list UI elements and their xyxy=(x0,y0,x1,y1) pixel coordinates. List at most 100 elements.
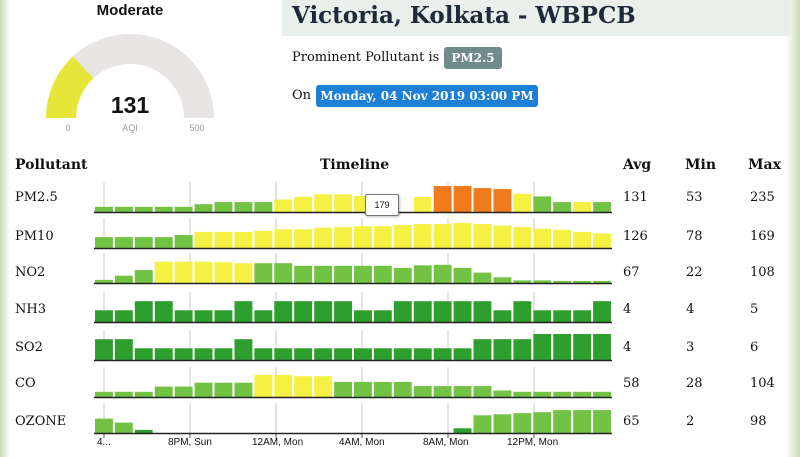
timeline-bar[interactable] xyxy=(533,334,552,360)
timeline-bar[interactable] xyxy=(95,391,113,397)
timeline-bar[interactable] xyxy=(114,237,133,248)
timeline-bar[interactable] xyxy=(553,202,572,212)
timeline-bar[interactable] xyxy=(254,202,273,212)
timeline-bar[interactable] xyxy=(493,339,512,360)
timeline-bar[interactable] xyxy=(234,231,253,248)
timeline-bar[interactable] xyxy=(95,339,113,360)
timeline-bar[interactable] xyxy=(134,206,153,212)
timeline-bar[interactable] xyxy=(314,194,333,212)
timeline-bar[interactable] xyxy=(513,193,532,212)
timeline-bar[interactable] xyxy=(134,270,153,283)
timeline-bar[interactable] xyxy=(194,348,213,360)
timeline-bar[interactable] xyxy=(174,310,193,322)
timeline-bar[interactable] xyxy=(254,263,273,283)
timeline-bar[interactable] xyxy=(95,206,113,212)
timeline-bar[interactable] xyxy=(573,310,592,322)
timeline-bar[interactable] xyxy=(114,206,133,212)
timeline-bar[interactable] xyxy=(393,348,412,360)
timeline-bar[interactable] xyxy=(473,415,492,433)
timeline-bar[interactable] xyxy=(294,229,313,248)
timeline-bar[interactable] xyxy=(234,202,253,212)
timeline-bar[interactable] xyxy=(174,206,193,212)
timeline-bar[interactable] xyxy=(473,224,492,248)
timeline-bar[interactable] xyxy=(513,413,532,433)
timeline-bar[interactable] xyxy=(294,376,313,397)
timeline-bar[interactable] xyxy=(334,381,352,397)
timeline-bar[interactable] xyxy=(314,301,333,322)
timeline-bar[interactable] xyxy=(553,391,572,397)
timeline-bar[interactable] xyxy=(234,382,253,397)
timeline-bar[interactable] xyxy=(573,391,592,397)
timeline-bar[interactable] xyxy=(493,390,512,398)
timeline-bar[interactable] xyxy=(314,348,333,360)
timeline-bar[interactable] xyxy=(413,224,432,248)
timeline-bar[interactable] xyxy=(174,235,193,248)
timeline-bar[interactable] xyxy=(334,265,352,283)
timeline-bar[interactable] xyxy=(593,233,611,248)
timeline-bar[interactable] xyxy=(593,334,611,360)
timeline-bar[interactable] xyxy=(533,391,552,397)
timeline-bar[interactable] xyxy=(453,386,472,397)
timeline-bar[interactable] xyxy=(95,237,113,248)
timeline-bar[interactable] xyxy=(473,301,492,322)
timeline-bar[interactable] xyxy=(214,231,233,248)
timeline-bar[interactable] xyxy=(134,237,153,248)
timeline-bar[interactable] xyxy=(373,226,392,248)
timeline-bar[interactable] xyxy=(154,261,173,283)
timeline-bar[interactable] xyxy=(393,381,412,397)
timeline-bar[interactable] xyxy=(274,301,293,322)
timeline-bar[interactable] xyxy=(194,310,213,322)
timeline-bar[interactable] xyxy=(493,189,512,212)
timeline-bar[interactable] xyxy=(134,348,153,360)
timeline-bar[interactable] xyxy=(95,418,113,433)
timeline-bar[interactable] xyxy=(354,226,372,248)
timeline-bar[interactable] xyxy=(573,231,592,248)
timeline-bar[interactable] xyxy=(194,382,213,397)
timeline-bar[interactable] xyxy=(234,339,253,360)
timeline-bar[interactable] xyxy=(513,301,532,322)
timeline-bar[interactable] xyxy=(593,202,611,212)
timeline-bar[interactable] xyxy=(194,261,213,283)
timeline-bar[interactable] xyxy=(513,227,532,248)
timeline-bar[interactable] xyxy=(214,348,233,360)
timeline-bar[interactable] xyxy=(134,301,153,322)
timeline-bar[interactable] xyxy=(354,265,372,283)
timeline-bar[interactable] xyxy=(553,310,572,322)
timeline-bar[interactable] xyxy=(114,339,133,360)
timeline-bar[interactable] xyxy=(453,223,472,248)
timeline-bar[interactable] xyxy=(413,301,432,322)
timeline-bar[interactable] xyxy=(134,429,153,433)
timeline-bar[interactable] xyxy=(573,281,592,283)
timeline-bar[interactable] xyxy=(274,199,293,213)
timeline-bar[interactable] xyxy=(493,277,512,283)
timeline-bar[interactable] xyxy=(174,386,193,397)
timeline-bar[interactable] xyxy=(154,348,173,360)
timeline-bar[interactable] xyxy=(274,229,293,248)
timeline-bar[interactable] xyxy=(95,310,113,322)
timeline-bar[interactable] xyxy=(493,414,512,433)
timeline-bar[interactable] xyxy=(274,374,293,397)
timeline-bar[interactable] xyxy=(114,391,133,397)
timeline-bar[interactable] xyxy=(214,262,233,283)
timeline-bar[interactable] xyxy=(473,386,492,397)
timeline-bar[interactable] xyxy=(254,230,273,248)
timeline-bar[interactable] xyxy=(513,391,532,397)
timeline-bar[interactable] xyxy=(413,196,432,212)
timeline-bar[interactable] xyxy=(553,229,572,248)
timeline-bar[interactable] xyxy=(214,202,233,212)
timeline-bar[interactable] xyxy=(314,376,333,397)
timeline-bar[interactable] xyxy=(453,348,472,360)
timeline-bar[interactable] xyxy=(393,225,412,248)
timeline-bar[interactable] xyxy=(174,348,193,360)
timeline-bar[interactable] xyxy=(114,275,133,283)
timeline-bar[interactable] xyxy=(413,265,432,283)
timeline-bar[interactable] xyxy=(593,391,611,397)
timeline-bar[interactable] xyxy=(373,265,392,283)
timeline-bar[interactable] xyxy=(393,301,412,322)
timeline-bar[interactable] xyxy=(533,310,552,322)
timeline-bar[interactable] xyxy=(354,381,372,397)
timeline-bar[interactable] xyxy=(573,334,592,360)
timeline-bar[interactable] xyxy=(433,224,452,248)
timeline-bar[interactable] xyxy=(334,348,352,360)
timeline-bar[interactable] xyxy=(553,410,572,433)
